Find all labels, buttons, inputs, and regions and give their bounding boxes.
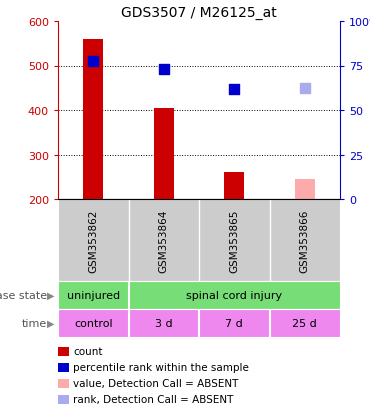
Point (161, 66, 167, 73)
Text: rank, Detection Call = ABSENT: rank, Detection Call = ABSENT (73, 394, 233, 404)
Text: count: count (73, 347, 102, 357)
Point (90, 59, 96, 65)
Point (231, 87, 237, 93)
Text: uninjured: uninjured (67, 290, 120, 300)
Text: GSM353866: GSM353866 (300, 209, 310, 272)
Text: control: control (74, 318, 112, 328)
Bar (224, 173, 244, 199)
Point (302, 85, 308, 92)
Text: GSM353862: GSM353862 (88, 209, 98, 272)
Text: disease state: disease state (0, 290, 47, 300)
Text: ▶: ▶ (47, 290, 54, 300)
Title: GDS3507 / M26125_at: GDS3507 / M26125_at (121, 5, 277, 19)
Text: percentile rank within the sample: percentile rank within the sample (73, 363, 249, 373)
Text: spinal cord injury: spinal cord injury (186, 290, 282, 300)
Text: 25 d: 25 d (292, 318, 317, 328)
Text: value, Detection Call = ABSENT: value, Detection Call = ABSENT (73, 379, 238, 389)
Text: time: time (22, 318, 47, 328)
Text: GSM353864: GSM353864 (159, 209, 169, 272)
Text: 7 d: 7 d (225, 318, 243, 328)
Bar (295, 180, 314, 199)
Text: GSM353865: GSM353865 (229, 209, 239, 272)
Bar (83, 40, 103, 199)
Text: 3 d: 3 d (155, 318, 172, 328)
Text: ▶: ▶ (47, 318, 54, 328)
Bar (154, 109, 174, 199)
